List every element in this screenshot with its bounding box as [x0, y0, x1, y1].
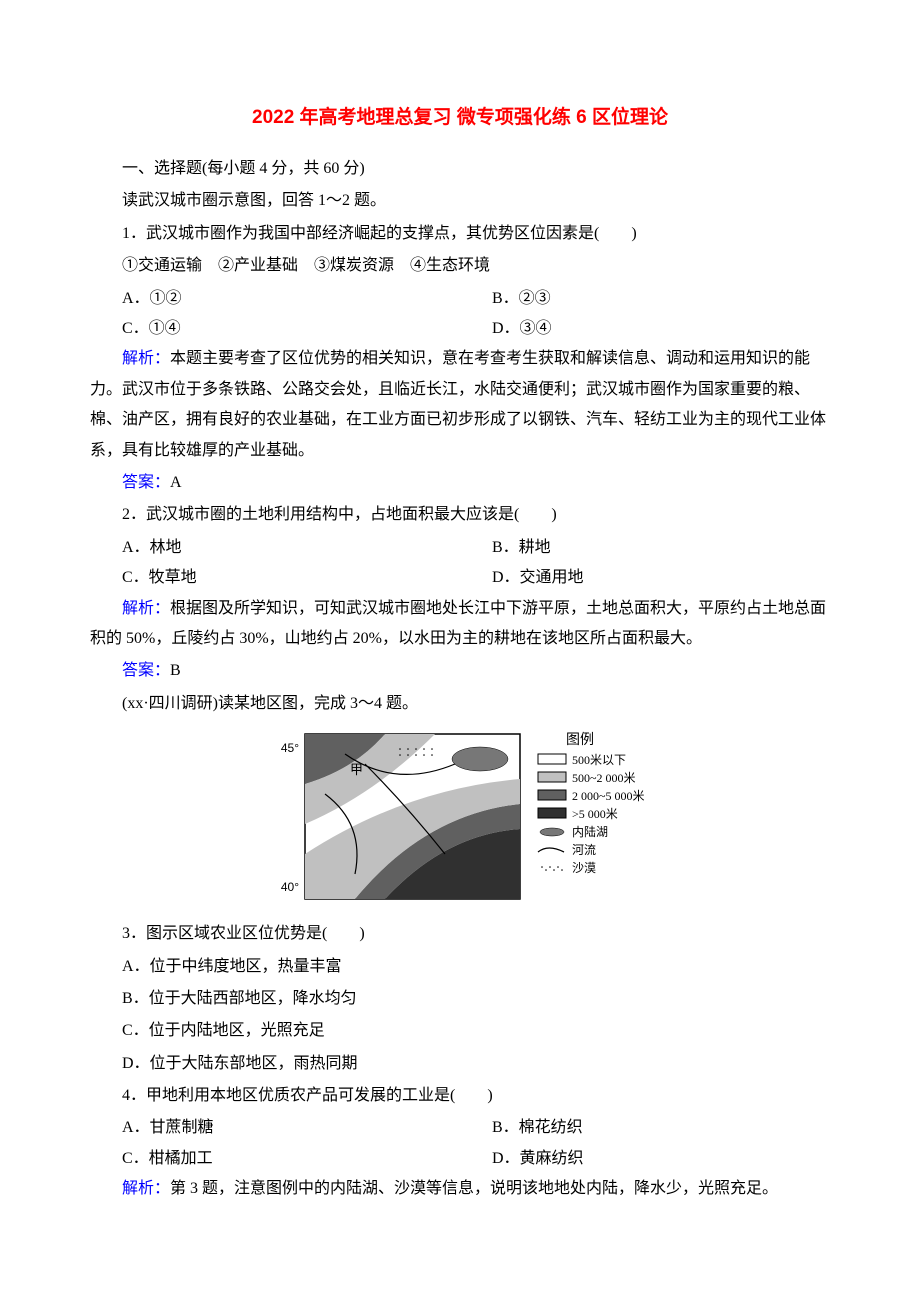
q1-option-a: A．①② [90, 284, 460, 314]
q4-option-a: A．甘蔗制糖 [90, 1113, 460, 1143]
document-title: 2022 年高考地理总复习 微专项强化练 6 区位理论 [90, 100, 830, 136]
q2-options-row2: C．牧草地 D．交通用地 [90, 563, 830, 593]
map-figure: 45° 40° 甲 图例 500米以下 500~2 000米 2 000~5 000米 >5 … [90, 729, 830, 909]
q3-option-b: B．位于大陆西部地区，降水均匀 [90, 984, 830, 1014]
q1-stem: 1．武汉城市圈作为我国中部经济崛起的支撑点，其优势区位因素是( ) [90, 219, 830, 249]
q1-analysis-text: 本题主要考查了区位优势的相关知识，意在考查考生获取和解读信息、调动和运用知识的能… [90, 350, 826, 458]
q1-options-row1: A．①② B．②③ [90, 284, 830, 314]
q2-option-b: B．耕地 [460, 533, 830, 563]
svg-text:500~2 000米: 500~2 000米 [572, 771, 636, 785]
q1-option-c: C．①④ [90, 314, 460, 344]
analysis-label: 解析： [122, 350, 170, 367]
svg-text:40°: 40° [281, 880, 299, 894]
intro-text-q34: (xx·四川调研)读某地区图，完成 3～4 题。 [90, 689, 830, 719]
svg-text:沙漠: 沙漠 [572, 861, 596, 875]
answer-label-2: 答案： [122, 662, 170, 679]
q1-items: ①交通运输 ②产业基础 ③煤炭资源 ④生态环境 [90, 251, 830, 281]
q3-stem: 3．图示区域农业区位优势是( ) [90, 919, 830, 949]
analysis-label-3: 解析： [122, 1180, 170, 1197]
q1-option-d: D．③④ [460, 314, 830, 344]
q2-answer-text: B [170, 662, 181, 679]
q4-stem: 4．甲地利用本地区优质农产品可发展的工业是( ) [90, 1081, 830, 1111]
svg-text:甲: 甲 [350, 762, 363, 777]
q1-answer-text: A [170, 474, 182, 491]
q1-options-row2: C．①④ D．③④ [90, 314, 830, 344]
q34-analysis: 解析：第 3 题，注意图例中的内陆湖、沙漠等信息，说明该地地处内陆，降水少，光照… [90, 1174, 830, 1204]
q3-option-d: D．位于大陆东部地区，雨热同期 [90, 1049, 830, 1079]
q3-option-c: C．位于内陆地区，光照充足 [90, 1016, 830, 1046]
q1-analysis: 解析：本题主要考查了区位优势的相关知识，意在考查考生获取和解读信息、调动和运用知… [90, 344, 830, 466]
q2-answer: 答案：B [90, 656, 830, 686]
svg-text:>5 000米: >5 000米 [572, 807, 618, 821]
answer-label: 答案： [122, 474, 170, 491]
analysis-label-2: 解析： [122, 600, 170, 617]
q4-option-b: B．棉花纺织 [460, 1113, 830, 1143]
q1-answer: 答案：A [90, 468, 830, 498]
q2-analysis-text: 根据图及所学知识，可知武汉城市圈地处长江中下游平原，土地总面积大，平原约占土地总… [90, 600, 826, 647]
q34-analysis-text: 第 3 题，注意图例中的内陆湖、沙漠等信息，说明该地地处内陆，降水少，光照充足。 [170, 1180, 778, 1197]
intro-text-q12: 读武汉城市圈示意图，回答 1～2 题。 [90, 186, 830, 216]
region-map-svg: 45° 40° 甲 图例 500米以下 500~2 000米 2 000~5 000米 >5 … [270, 729, 650, 909]
q4-option-c: C．柑橘加工 [90, 1144, 460, 1174]
svg-text:500米以下: 500米以下 [572, 753, 626, 767]
svg-text:图例: 图例 [566, 732, 594, 748]
q4-option-d: D．黄麻纺织 [460, 1144, 830, 1174]
svg-text:河流: 河流 [572, 843, 596, 857]
q3-option-a: A．位于中纬度地区，热量丰富 [90, 952, 830, 982]
q4-options-row2: C．柑橘加工 D．黄麻纺织 [90, 1144, 830, 1174]
q2-analysis: 解析：根据图及所学知识，可知武汉城市圈地处长江中下游平原，土地总面积大，平原约占… [90, 594, 830, 655]
q2-option-a: A．林地 [90, 533, 460, 563]
q2-stem: 2．武汉城市圈的土地利用结构中，占地面积最大应该是( ) [90, 500, 830, 530]
q2-option-d: D．交通用地 [460, 563, 830, 593]
section-heading: 一、选择题(每小题 4 分，共 60 分) [90, 154, 830, 184]
svg-text:2 000~5 000米: 2 000~5 000米 [572, 789, 645, 803]
q2-options-row1: A．林地 B．耕地 [90, 533, 830, 563]
q1-option-b: B．②③ [460, 284, 830, 314]
q4-options-row1: A．甘蔗制糖 B．棉花纺织 [90, 1113, 830, 1143]
q2-option-c: C．牧草地 [90, 563, 460, 593]
svg-text:45°: 45° [281, 741, 299, 755]
svg-text:内陆湖: 内陆湖 [572, 824, 608, 839]
